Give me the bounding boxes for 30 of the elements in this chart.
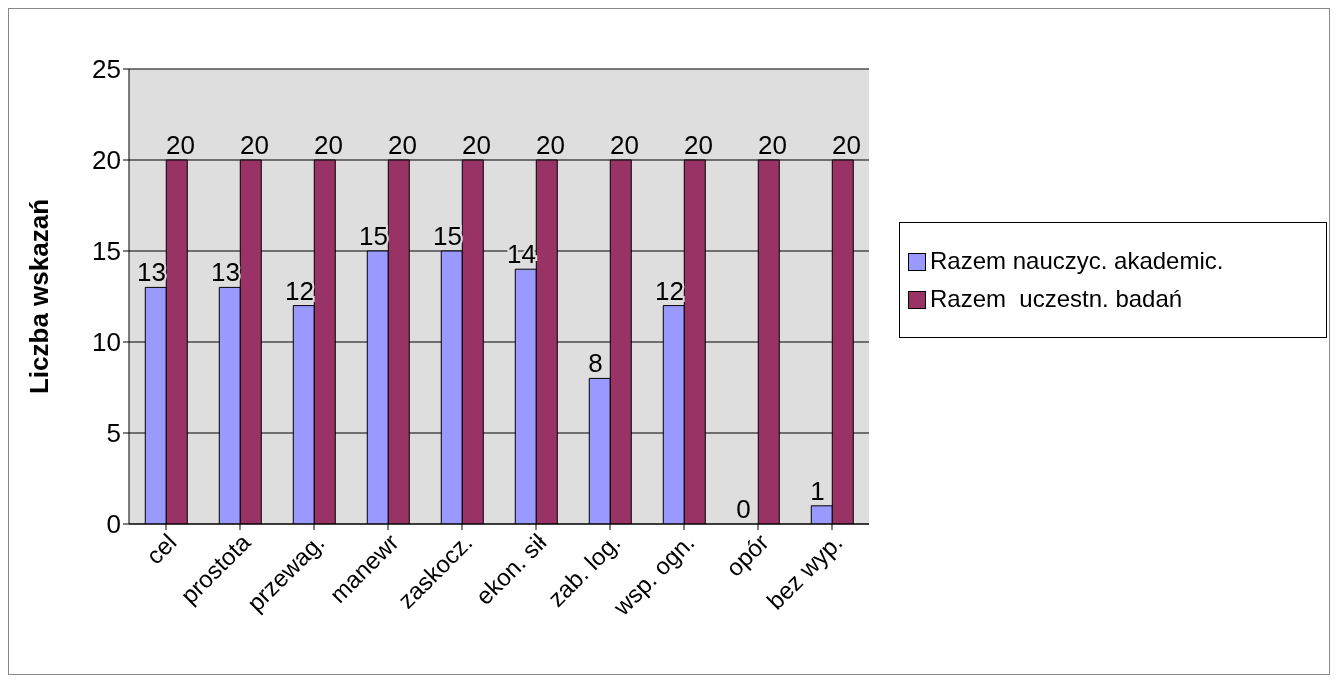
data-label: 0 [736,494,751,524]
data-label: 20 [461,130,491,160]
data-label: 14 [507,239,537,270]
y-tick-label: 5 [106,418,121,449]
y-tick-label: 0 [106,509,121,540]
legend-label: Razem uczestn. badań [930,284,1183,313]
data-label: 15 [359,221,389,251]
y-tick-label: 25 [92,54,121,85]
data-label: 20 [757,130,787,160]
y-tick-label: 20 [92,145,121,176]
data-label: 20 [683,130,713,160]
y-tick-label: 10 [92,327,121,358]
data-label: 1 [810,475,825,506]
y-tick-label: 15 [92,236,121,267]
data-label: 12 [655,275,685,306]
data-label: 20 [239,130,269,160]
data-label: 15 [433,221,463,251]
data-label: 13 [211,257,241,288]
data-label: 20 [313,130,343,160]
legend-label: Razem nauczyc. akademic. [930,246,1224,275]
data-label: 20 [609,130,639,160]
data-label: 13 [137,257,167,288]
y-axis-title: Liczba wskazań [24,198,55,395]
data-label: 20 [831,130,861,160]
data-label: 20 [387,130,417,160]
x-tick-label: cel [140,528,182,570]
data-label: 12 [285,275,315,306]
data-label: 20 [165,130,195,160]
data-label: 20 [535,130,565,160]
data-label: 8 [588,348,603,379]
